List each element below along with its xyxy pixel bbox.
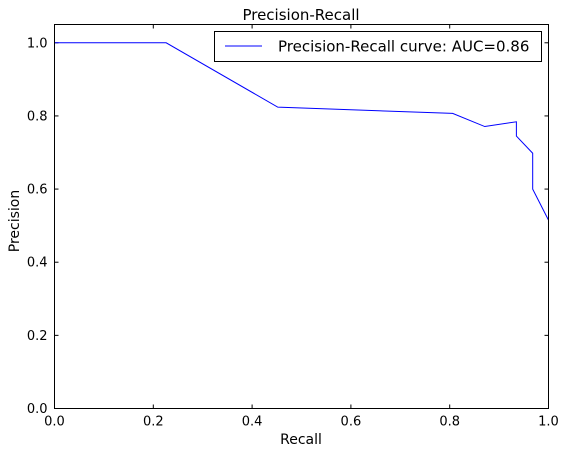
x-tick-label: 0.0: [44, 415, 65, 430]
x-tick-label: 1.0: [538, 415, 559, 430]
y-tick-label: 0.4: [27, 256, 48, 271]
plot-frame: [54, 24, 549, 409]
x-tick-label: 0.6: [341, 415, 362, 430]
y-tick-label: 0.8: [27, 109, 48, 124]
y-tick-label: 0.0: [27, 402, 48, 417]
legend-entry-label: Precision-Recall curve: AUC=0.86: [278, 38, 529, 56]
chart-title: Precision-Recall: [242, 6, 359, 24]
legend-box: [214, 31, 542, 62]
legend: Precision-Recall curve: AUC=0.86: [214, 31, 542, 62]
series-layer: [54, 42, 549, 221]
precision-recall-curve-line: [54, 42, 549, 221]
x-tick-label: 0.2: [143, 415, 164, 430]
y-tick-label: 1.0: [27, 36, 48, 51]
x-tick-label: 0.8: [439, 415, 460, 430]
x-tick-label: 0.4: [242, 415, 263, 430]
y-tick-label: 0.2: [27, 329, 48, 344]
y-tick-label: 0.6: [27, 183, 48, 198]
x-axis-label: Recall: [280, 432, 322, 448]
y-axis-label: Precision: [7, 190, 23, 252]
